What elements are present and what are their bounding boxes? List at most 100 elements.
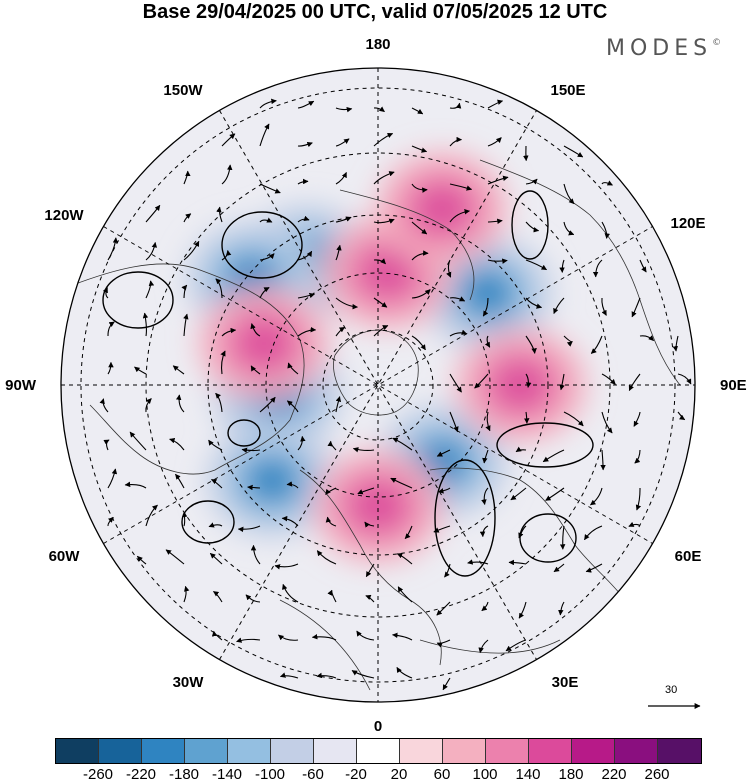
wind-arrow xyxy=(449,183,473,191)
wind-arrow xyxy=(559,525,566,550)
colorbar-tick-label: 220 xyxy=(601,766,627,783)
wind-arrow xyxy=(601,221,610,239)
wind-arrow xyxy=(523,411,530,424)
wind-arrow xyxy=(601,180,613,186)
meridian-line xyxy=(219,110,537,660)
colorbar-swatch xyxy=(99,739,142,763)
anomaly-blob-4 xyxy=(244,456,300,505)
wind-arrow xyxy=(259,287,270,299)
longitude-label: 30W xyxy=(172,674,204,691)
colorbar-tick-label: -20 xyxy=(345,766,367,783)
wind-arrow xyxy=(559,373,565,391)
longitude-label: 30E xyxy=(551,674,579,691)
wind-arrow xyxy=(145,280,155,299)
wind-arrow xyxy=(436,601,451,616)
wind-arrow xyxy=(259,253,275,261)
wind-arrow xyxy=(221,133,236,147)
wind-arrow xyxy=(137,555,147,565)
wind-arrow xyxy=(183,240,200,261)
wind-arrow xyxy=(373,258,386,265)
wind-arrow xyxy=(563,335,573,347)
meridian-line xyxy=(219,110,537,660)
wind-arrow xyxy=(352,447,375,453)
wind-arrow xyxy=(474,373,489,389)
wind-arrow xyxy=(373,297,388,308)
wind-arrow xyxy=(169,437,185,451)
wind-arrow xyxy=(145,398,152,413)
wind-arrow xyxy=(433,525,451,533)
wind-arrow xyxy=(297,435,306,451)
wind-arrow xyxy=(259,123,270,147)
wind-arrow xyxy=(259,217,273,223)
colorbar-tick-label: 180 xyxy=(558,766,584,783)
longitude-label: 150W xyxy=(163,82,203,99)
wind-arrow xyxy=(351,670,375,679)
wind-arrow xyxy=(208,439,223,451)
wind-arrow xyxy=(508,559,527,566)
wind-arrow xyxy=(335,244,342,261)
wind-arrow xyxy=(327,589,337,603)
colorbar-tick-label: -180 xyxy=(168,766,200,783)
wind-arrow xyxy=(327,440,337,451)
colorbar-swatch xyxy=(314,739,357,763)
wind-arrow xyxy=(487,258,508,264)
wind-arrow xyxy=(525,178,538,185)
wind-arrow xyxy=(335,172,347,185)
wind-arrow xyxy=(396,666,413,679)
wind-arrow xyxy=(181,511,188,527)
wind-arrow xyxy=(485,411,491,432)
colorbar-tick-label: -100 xyxy=(254,766,286,783)
wind-arrow xyxy=(479,525,489,538)
wind-arrow xyxy=(639,259,647,273)
wind-arrow xyxy=(373,132,394,147)
wind-arrow xyxy=(373,106,385,113)
wind-arrow xyxy=(311,634,337,641)
meridian-line xyxy=(103,226,653,544)
wind-arrow xyxy=(392,632,413,641)
wind-arrow xyxy=(436,639,451,648)
colorbar-swatch xyxy=(400,739,443,763)
colorbar-swatch xyxy=(56,739,99,763)
wind-arrow xyxy=(297,142,313,148)
wind-arrow xyxy=(482,449,489,464)
wind-arrow xyxy=(373,325,389,337)
brand-mark: © xyxy=(712,38,722,48)
wind-arrow xyxy=(220,350,226,375)
map-title: Base 29/04/2025 00 UTC, valid 07/05/2025… xyxy=(142,1,608,23)
colorbar-swatch xyxy=(615,739,658,763)
wind-arrow xyxy=(245,594,261,603)
wind-arrow xyxy=(590,335,603,354)
colorbar-swatch xyxy=(357,739,400,763)
wind-arrow xyxy=(129,431,147,451)
wind-arrow xyxy=(553,297,565,315)
wind-arrow xyxy=(444,563,451,578)
wind-arrow xyxy=(297,250,313,261)
wind-arrow xyxy=(373,218,395,224)
latitude-circle-40 xyxy=(80,87,676,683)
wind-arrow xyxy=(484,335,491,348)
wind-arrow xyxy=(325,516,337,527)
wind-arrow xyxy=(279,672,299,679)
wind-arrow xyxy=(525,335,537,354)
wind-arrow xyxy=(274,563,299,570)
wind-arrow xyxy=(215,278,223,299)
latitude-circle-50 xyxy=(145,152,611,618)
wind-arrow xyxy=(357,487,375,495)
wind-arrow xyxy=(411,289,431,299)
wind-arrow xyxy=(175,394,185,413)
wind-arrow xyxy=(316,550,337,565)
wind-arrow xyxy=(99,398,109,413)
wind-arrow xyxy=(553,563,565,573)
wind-arrow xyxy=(335,138,350,147)
colorbar-swatch xyxy=(572,739,615,763)
wind-arrow xyxy=(628,373,641,392)
wind-arrow xyxy=(335,396,342,413)
wind-arrow xyxy=(600,449,606,471)
wind-arrow xyxy=(449,102,462,109)
anomaly-field xyxy=(185,150,588,565)
wind-arrow xyxy=(365,594,375,603)
wind-arrow xyxy=(250,365,261,375)
wind-arrow xyxy=(482,297,489,317)
wind-arrow xyxy=(639,335,654,342)
wind-arrow xyxy=(237,525,261,533)
